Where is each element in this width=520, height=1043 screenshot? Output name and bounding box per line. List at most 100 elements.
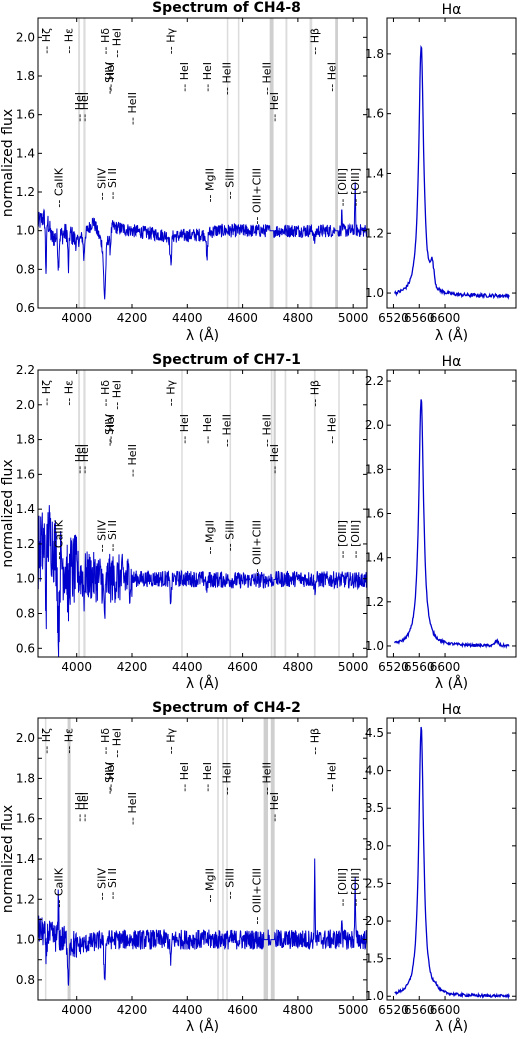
masked-region: [67, 718, 71, 1000]
masked-region: [83, 18, 86, 308]
line-annotation: -- [OIII]: [349, 520, 362, 558]
plot-frame: [386, 17, 517, 309]
masked-region: [309, 18, 313, 308]
line-annotation: -- HeI: [111, 28, 124, 58]
masked-region: [284, 370, 287, 657]
line-annotation: -- SiIV: [103, 62, 116, 95]
masked-region: [226, 18, 229, 308]
line-annotation: -- CaIIK: [52, 519, 65, 559]
spectrum-line: [37, 182, 368, 300]
line-annotation: -- HeII: [126, 792, 139, 825]
masked-region: [338, 370, 340, 657]
x-tick-label: 4400: [172, 660, 203, 674]
y-axis-label: normalized flux: [0, 459, 16, 567]
x-tick-label: 5000: [338, 1003, 369, 1017]
line-annotation: -- HeI: [104, 762, 117, 792]
line-annotation: -- Hγ: [165, 728, 178, 755]
line-annotation: -- Hδ: [99, 28, 112, 55]
x-tick-label: 4600: [227, 311, 258, 325]
x-tick-label: 6520: [378, 311, 409, 325]
line-annotation: -- Hβ: [309, 728, 322, 755]
x-tick-label: 4000: [61, 311, 92, 325]
line-annotation: -- Si II: [106, 520, 119, 551]
x-axis-label: λ (Å): [186, 675, 219, 692]
line-annotation: -- HeI: [326, 62, 339, 92]
y-tick-label: 1.6: [365, 507, 384, 521]
y-tick-label: 1.0: [365, 286, 384, 300]
line-annotation: -- CaIIK: [52, 167, 65, 207]
y-tick-label: 3.0: [365, 839, 384, 853]
line-annotation: -- HeI: [326, 414, 339, 444]
y-tick-label: 1.4: [365, 166, 384, 180]
line-annotation: -- Hβ: [309, 380, 322, 407]
y-tick-label: 1.4: [16, 502, 35, 516]
y-tick-label: 4.0: [365, 764, 384, 778]
y-tick-label: 2.2: [365, 374, 384, 388]
line-annotation: -- HeI: [178, 62, 191, 92]
plot-frame: [37, 369, 368, 658]
line-annotation: -- HeII: [260, 762, 273, 795]
line-annotation: -- HeI: [104, 414, 117, 444]
line-annotation: -- HeI: [73, 792, 86, 822]
line-annotation: -- HeII: [126, 92, 139, 125]
x-tick-label: 5000: [338, 311, 369, 325]
x-axis-label: λ (Å): [186, 1018, 219, 1035]
line-annotation: -- SiIII: [224, 168, 237, 199]
y-tick-label: 1.0: [365, 639, 384, 653]
line-annotation: -- Hγ: [165, 380, 178, 407]
x-tick-label: 4400: [172, 1003, 203, 1017]
y-tick-label: 2.0: [16, 731, 35, 745]
x-tick-label: 4800: [283, 660, 314, 674]
x-tick-label: 4000: [61, 1003, 92, 1017]
line-annotation: -- Hε: [62, 380, 75, 406]
x-tick-label: 6600: [430, 660, 461, 674]
line-annotation: -- CaIIK: [52, 867, 65, 907]
line-annotation: -- HeI: [326, 762, 339, 792]
spectrum-line: [37, 858, 368, 986]
y-axis-label: normalized flux: [0, 805, 16, 913]
line-annotation: -- HeI: [201, 62, 214, 92]
y-tick-label: 1.2: [365, 226, 384, 240]
y-tick-label: 1.8: [16, 771, 35, 785]
line-annotation: -- [OIII]: [349, 868, 362, 906]
masked-region: [181, 370, 183, 657]
y-tick-label: 1.8: [365, 462, 384, 476]
line-annotation: -- Hζ: [40, 728, 53, 754]
y-axis-label: normalized flux: [0, 109, 16, 217]
masked-region: [217, 718, 219, 1000]
line-annotation: -- SiIV: [95, 868, 108, 901]
x-axis-label: λ (Å): [435, 675, 468, 692]
masked-region: [270, 370, 273, 657]
line-annotation: -- HeII: [221, 762, 234, 795]
line-annotation: -- MgII: [204, 520, 217, 554]
line-annotation: -- SiIII: [224, 520, 237, 551]
masked-region: [222, 718, 224, 1000]
x-tick-label: 4600: [227, 1003, 258, 1017]
panel-title: Spectrum of CH4-8: [152, 0, 301, 16]
x-tick-label: 5000: [338, 660, 369, 674]
line-annotation: -- Hδ: [99, 380, 112, 407]
spectrum-panel-2: 4000 4200 4400 4600 4800 5000 0.6 0.8 1.0 1.2 1.4 1…: [0, 352, 368, 692]
spectrum-line: [37, 505, 368, 658]
panel-title: Spectrum of CH7-1: [152, 352, 301, 368]
y-tick-label: 1.4: [365, 551, 384, 565]
line-annotation: -- HeII: [260, 62, 273, 95]
line-annotation: -- Hζ: [40, 380, 53, 406]
masked-region: [285, 18, 288, 308]
line-annotation: -- Hζ: [40, 28, 53, 54]
line-annotation: -- Si II: [106, 868, 119, 899]
y-tick-label: 0.8: [16, 973, 35, 987]
x-tick-label: 4400: [172, 311, 203, 325]
y-tick-label: 1.4: [16, 146, 35, 160]
x-tick-label: 6520: [378, 1003, 409, 1017]
line-annotation: -- Hε: [62, 728, 75, 754]
masked-region: [313, 370, 316, 657]
y-tick-label: 1.2: [16, 537, 35, 551]
y-tick-label: 0.8: [16, 607, 35, 621]
line-annotation: -- MgII: [204, 868, 217, 902]
line-annotation: -- HeII: [260, 414, 273, 447]
y-tick-label: 1.6: [16, 467, 35, 481]
x-tick-label: 4600: [227, 660, 258, 674]
line-annotation: -- [OIII]: [336, 520, 349, 558]
